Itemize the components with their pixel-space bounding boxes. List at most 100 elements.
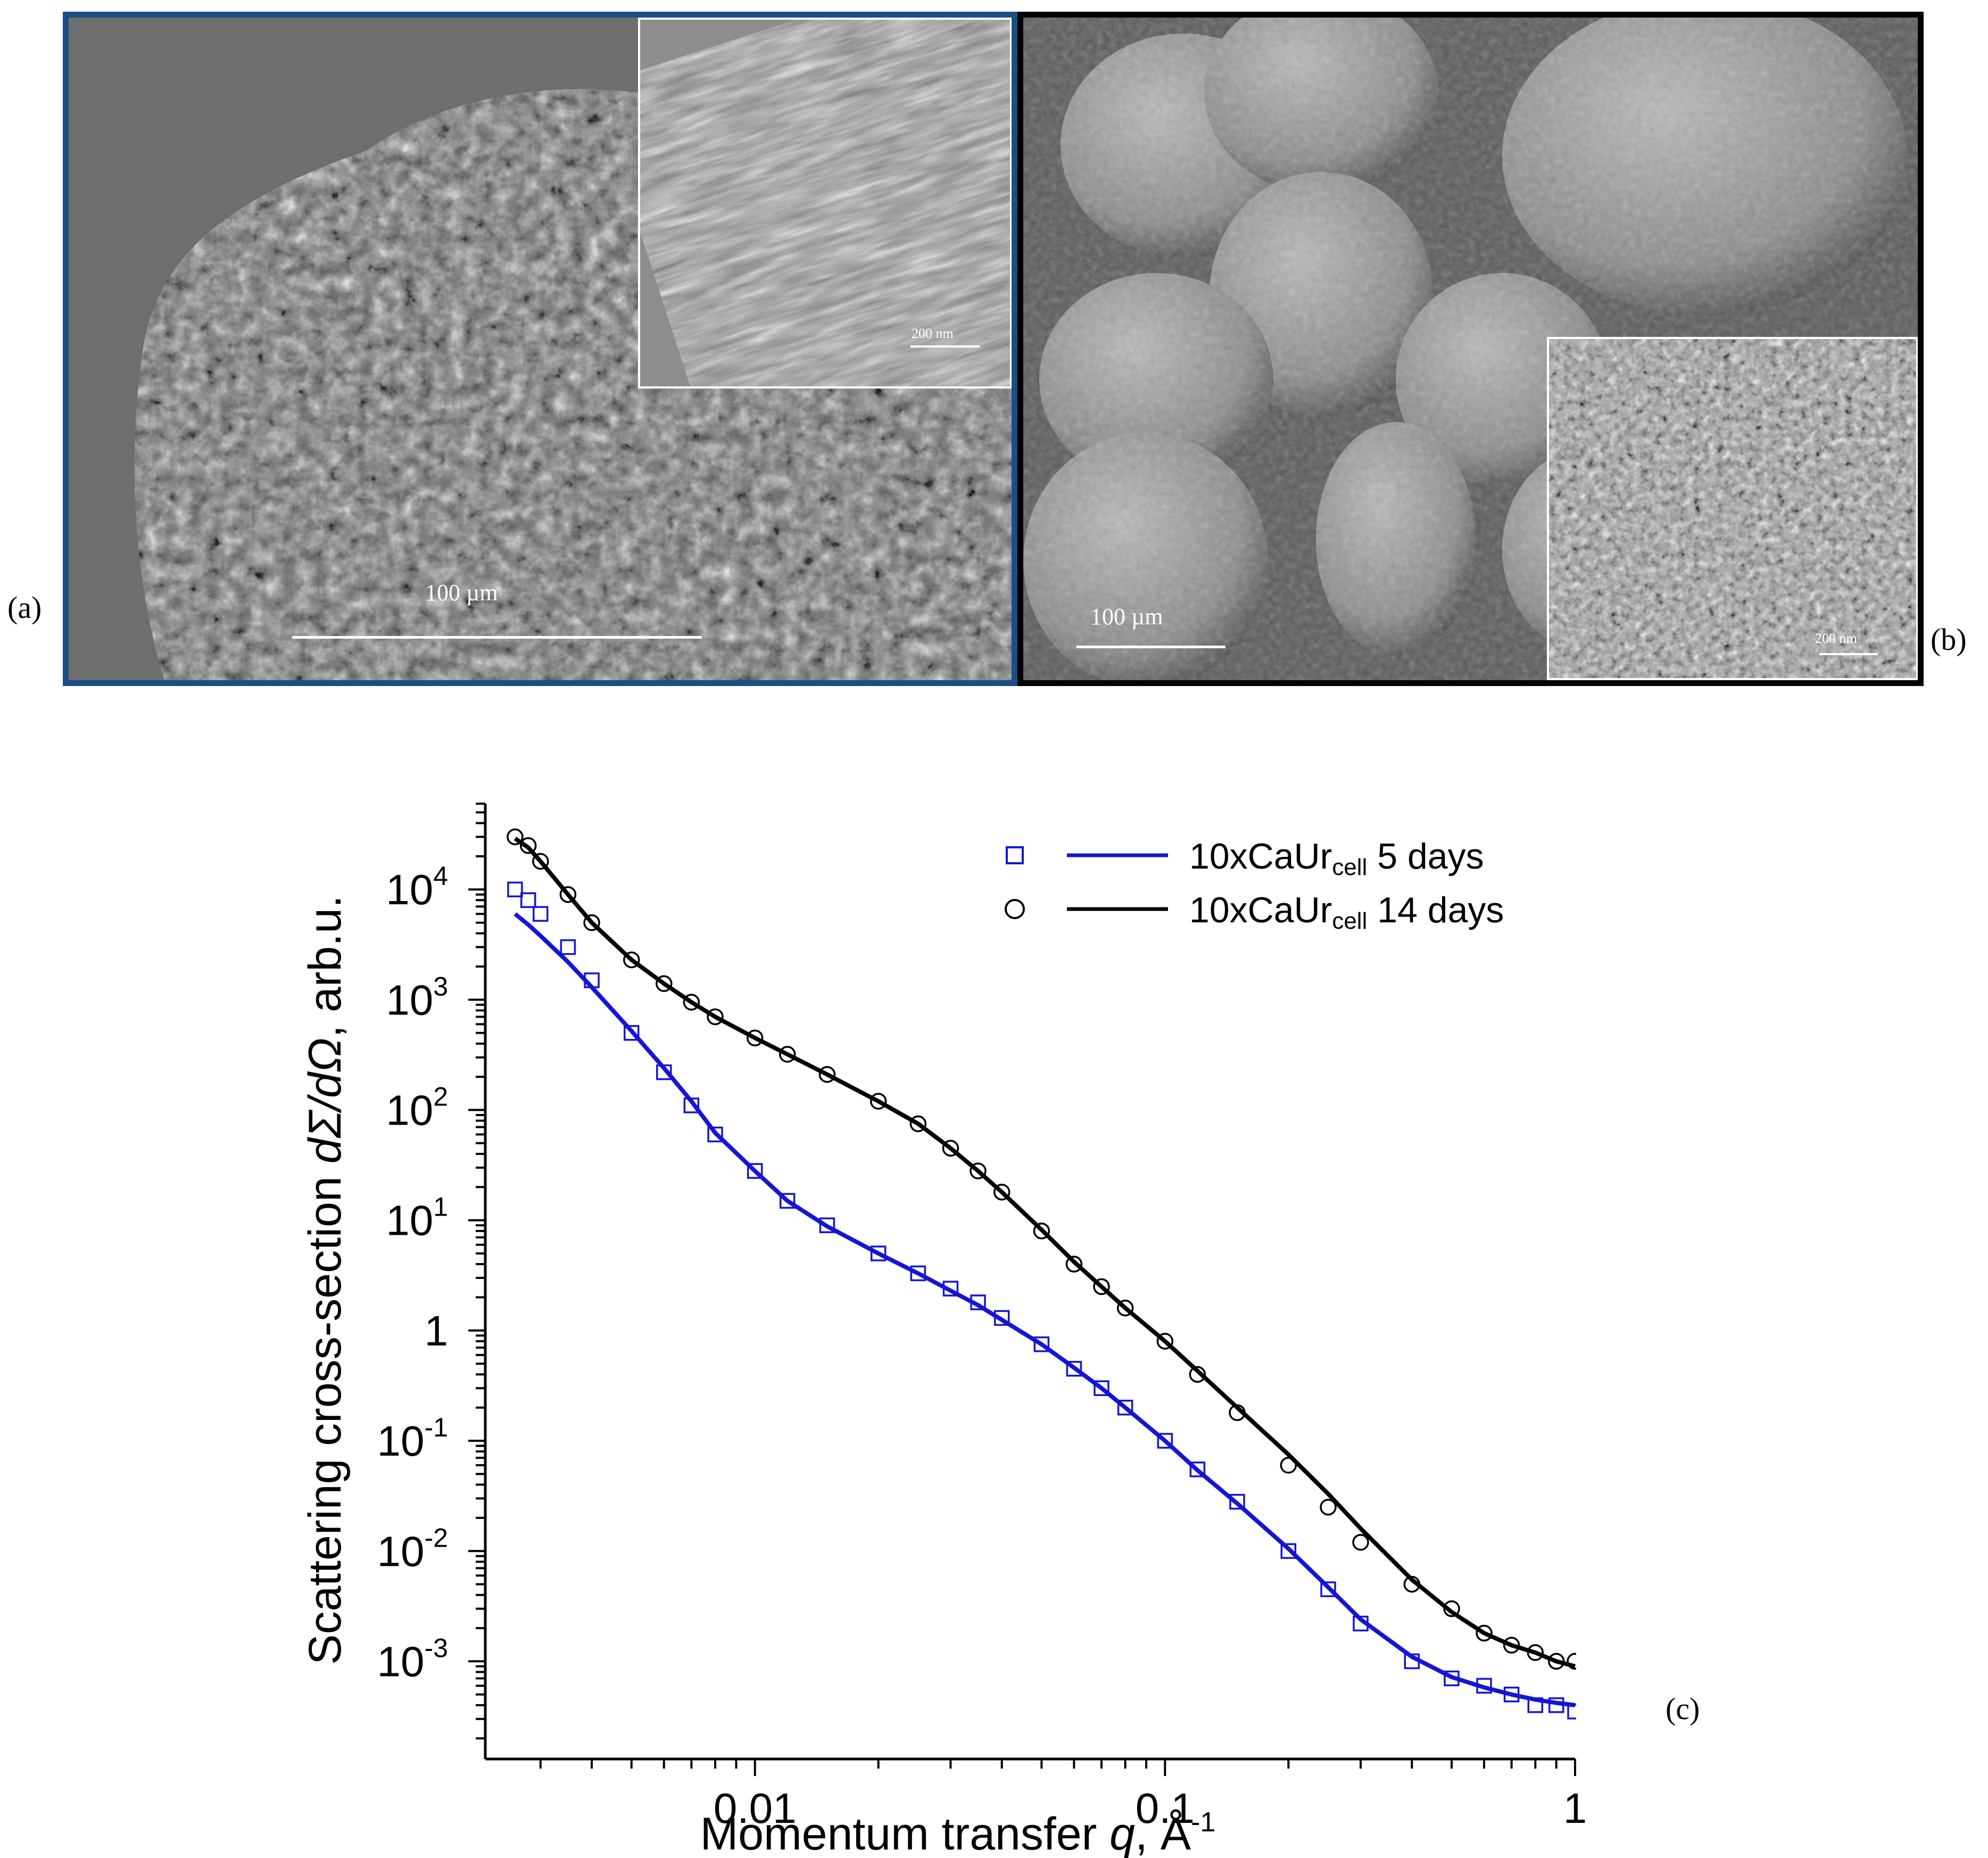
data-point xyxy=(779,1046,796,1063)
x-tick-label: 0.01 xyxy=(714,1785,797,1832)
x-axis-title-text: Momentum transfer xyxy=(700,1809,1109,1858)
scale-label-b: 100 µm xyxy=(1090,604,1163,630)
y-tick-label: 10-1 xyxy=(377,1413,448,1465)
y-axis-title-text: Scattering cross-section xyxy=(300,1163,351,1665)
data-point xyxy=(584,972,600,988)
data-point xyxy=(1116,1299,1134,1317)
axis-ticks xyxy=(468,803,1576,1776)
sem-inset-a: 200 nm xyxy=(638,18,1012,389)
data-point xyxy=(942,1281,959,1297)
data-point xyxy=(1066,1361,1082,1377)
axis-tick-labels: 0.01 0.1 1 104 103 102 101 1 10-1 10-2 10-3 xyxy=(377,861,1587,1832)
fit-line xyxy=(513,912,1576,1707)
data-point xyxy=(1157,1433,1173,1449)
x-tick-label: 0.1 xyxy=(1136,1785,1195,1832)
scale-label-a: 100 µm xyxy=(425,580,498,606)
data-point xyxy=(870,1245,887,1261)
legend-label-5days-name: 10xCaUr xyxy=(1189,836,1332,877)
x-axis-title: Momentum transfer q, Å-1 xyxy=(700,1807,1216,1858)
panel-label-b: (b) xyxy=(1931,622,1967,657)
y-tick-label: 1 xyxy=(425,1307,449,1355)
y-tick-label: 10-2 xyxy=(377,1523,448,1575)
legend-label-14days-sub: cell xyxy=(1332,908,1367,934)
data-point xyxy=(780,1193,796,1209)
data-point xyxy=(818,1066,836,1083)
series-14days-group xyxy=(507,828,1576,1670)
data-point xyxy=(970,1294,986,1310)
data-point xyxy=(1503,1637,1520,1654)
data-point xyxy=(1280,1543,1297,1559)
data-point xyxy=(993,1184,1010,1201)
data-point xyxy=(583,914,600,931)
data-point xyxy=(1320,1581,1336,1597)
data-point xyxy=(909,1115,927,1133)
data-point xyxy=(819,1217,835,1233)
legend-label-14days-suffix: 14 days xyxy=(1367,890,1504,930)
data-point xyxy=(520,892,536,909)
data-point xyxy=(1444,1670,1460,1687)
data-point xyxy=(1117,1399,1133,1416)
data-point xyxy=(1404,1653,1420,1670)
y-axis-title-unit: , arb.u. xyxy=(300,895,351,1038)
data-point xyxy=(1443,1600,1460,1617)
legend-marker-5days xyxy=(1006,846,1024,864)
data-point xyxy=(624,1025,640,1041)
legend: 10xCaUrcell 5 days 10xCaUrcell 14 days xyxy=(1005,836,1504,934)
data-point xyxy=(1547,1653,1565,1670)
data-point xyxy=(942,1139,959,1157)
data-point xyxy=(519,837,537,854)
data-point xyxy=(1093,1278,1110,1295)
data-point xyxy=(1229,1404,1246,1421)
legend-label-14days-name: 10xCaUr xyxy=(1189,890,1332,930)
data-point xyxy=(1352,1534,1369,1551)
sem-image-panel-a: 200 nm 100 µm xyxy=(63,12,1017,686)
y-tick-label: 101 xyxy=(386,1192,448,1244)
y-tick-label: 104 xyxy=(386,861,448,913)
data-point xyxy=(1476,1624,1493,1642)
data-point xyxy=(1189,1366,1206,1383)
scale-bar-a xyxy=(292,636,702,639)
data-point xyxy=(747,1163,763,1179)
y-axis-title-symbol: dΣ/dΩ xyxy=(300,1038,351,1164)
data-point xyxy=(559,886,577,903)
data-point xyxy=(993,1310,1010,1326)
panel-label-a: (a) xyxy=(7,590,42,625)
data-point xyxy=(532,853,549,870)
data-point xyxy=(707,1126,723,1143)
data-point xyxy=(1567,1653,1576,1670)
data-point xyxy=(507,828,524,846)
data-point xyxy=(1156,1333,1174,1350)
legend-label-5days: 10xCaUrcell 5 days xyxy=(1189,836,1484,880)
panel-label-c: (c) xyxy=(1666,1691,1700,1726)
legend-marker-14days xyxy=(1005,899,1025,919)
data-point xyxy=(1320,1499,1337,1516)
data-point xyxy=(1527,1697,1544,1713)
data-point xyxy=(1353,1615,1369,1632)
data-point xyxy=(623,951,640,969)
x-axis-title-exp: -1 xyxy=(1191,1807,1215,1838)
data-point xyxy=(869,1093,887,1110)
legend-label-5days-suffix: 5 days xyxy=(1367,836,1484,877)
data-point xyxy=(1229,1493,1245,1510)
data-point xyxy=(507,881,523,897)
sem-inset-texture-a xyxy=(640,20,1010,386)
y-tick-label: 103 xyxy=(386,971,448,1023)
series-5days-group xyxy=(507,881,1576,1720)
data-point xyxy=(1503,1687,1520,1703)
data-point xyxy=(1065,1256,1083,1273)
data-point xyxy=(970,1162,987,1179)
data-point xyxy=(1548,1697,1564,1713)
y-tick-label: 102 xyxy=(386,1082,448,1134)
scattering-chart: 0.01 0.1 1 104 103 102 101 1 10-1 10-2 10-3 Moment… xyxy=(300,803,1700,1858)
data-point xyxy=(1527,1644,1544,1661)
data-point xyxy=(656,1064,672,1080)
data-point xyxy=(746,1029,764,1046)
sem-inset-texture-b xyxy=(1549,339,1916,678)
y-tick-label: 10-3 xyxy=(377,1633,448,1685)
legend-label-5days-sub: cell xyxy=(1332,854,1367,880)
data-point xyxy=(707,1008,724,1026)
data-point xyxy=(560,939,576,955)
data-point xyxy=(1094,1380,1109,1396)
x-axis-title-symbol: q xyxy=(1109,1809,1135,1858)
inset-scale-label-b: 200 nm xyxy=(1815,631,1857,646)
